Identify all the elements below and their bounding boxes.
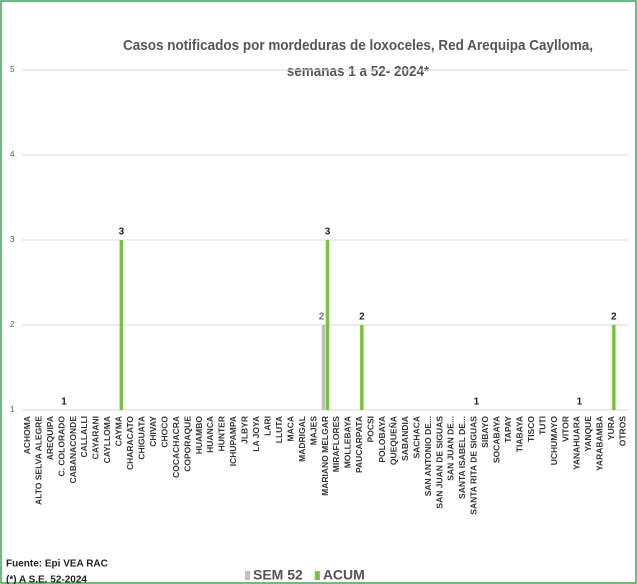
y-tick-label: 1 bbox=[10, 405, 15, 414]
x-tick-label: MARIANO MELGAR bbox=[320, 416, 330, 496]
x-tick-label: JLBYR bbox=[240, 416, 250, 444]
x-tick-label: CAYLLOMA bbox=[102, 416, 112, 463]
x-tick-label: HUAMBO bbox=[194, 416, 204, 455]
x-tick-label: MACA bbox=[285, 416, 295, 442]
x-tick-label: COCACHACRA bbox=[171, 416, 181, 478]
x-tick-label: ALTO SELVA ALEGRE bbox=[33, 416, 43, 505]
x-tick-label: LA JOYA bbox=[251, 416, 261, 452]
x-tick-label: TISCO bbox=[526, 416, 536, 442]
y-tick-label: 4 bbox=[10, 150, 15, 159]
x-tick-label: MADRIGAL bbox=[297, 416, 307, 462]
y-tick-label: 5 bbox=[10, 65, 15, 74]
x-tick-label: CHOCO bbox=[159, 416, 169, 448]
x-tick-label: CHARACATO bbox=[125, 416, 135, 470]
bar bbox=[612, 325, 616, 410]
x-tick-label: SABANDIA bbox=[400, 416, 410, 461]
x-tick-label: CAYARANI bbox=[91, 416, 101, 459]
legend-swatch bbox=[314, 571, 320, 580]
x-tick-label: CHIGUATA bbox=[137, 416, 147, 460]
x-tick-label: PAUCARPATA bbox=[354, 416, 364, 473]
data-label: 1 bbox=[577, 397, 583, 408]
x-tick-label: YANQUE bbox=[583, 416, 593, 452]
legend-label: ACUM bbox=[323, 567, 365, 583]
x-tick-label: SANTA ISABEL DE... bbox=[457, 416, 467, 499]
legend-swatch bbox=[245, 571, 250, 580]
x-tick-label: POCSI bbox=[366, 416, 376, 442]
x-tick-label: SANTA RITA DE SIGUAS bbox=[469, 416, 479, 515]
legend-label: SEM 52 bbox=[253, 567, 303, 583]
x-tick-label: SAN JUAN DE SIGUAS bbox=[434, 416, 444, 509]
x-tick-label: CHIVAY bbox=[148, 416, 158, 447]
x-tick-label: VITOR bbox=[560, 416, 570, 442]
x-tick-label: CALLALLI bbox=[79, 416, 89, 458]
x-tick-label: LARI bbox=[262, 416, 272, 436]
data-label: 2 bbox=[611, 312, 617, 323]
footnote: (*) A S.E. 52-2024 bbox=[6, 575, 87, 584]
x-tick-label: OTROS bbox=[618, 416, 628, 447]
x-tick-label: YARABAMBA bbox=[595, 416, 605, 471]
x-tick-label: SAN ANTONIO DE... bbox=[423, 416, 433, 496]
x-tick-label: COPORAQUE bbox=[182, 416, 192, 472]
x-tick-label: AREQUIPA bbox=[45, 416, 55, 460]
x-tick-label: MAJES bbox=[308, 416, 318, 446]
x-tick-label: CAYMA bbox=[114, 416, 124, 446]
x-tick-label: TIABAYA bbox=[514, 416, 524, 452]
data-label: 1 bbox=[61, 397, 67, 408]
x-tick-label: SIBAYO bbox=[480, 416, 490, 448]
x-tick-label: MIRAFLORES bbox=[331, 416, 341, 473]
x-tick-label: SOCABAYA bbox=[492, 416, 502, 463]
y-tick-label: 2 bbox=[10, 320, 15, 329]
chart-title: semanas 1 a 52- 2024* bbox=[287, 63, 430, 80]
x-tick-label: QUEQUEÑA bbox=[388, 416, 398, 465]
x-tick-label: UCHUMAYO bbox=[549, 416, 559, 466]
x-tick-label: YANAHUARA bbox=[572, 416, 582, 470]
x-tick-label: SACHACA bbox=[411, 416, 421, 459]
x-tick-label: C. COLORADO bbox=[56, 416, 66, 477]
data-label: 3 bbox=[325, 227, 331, 238]
data-label: 2 bbox=[319, 312, 325, 323]
x-tick-label: MOLLEBAYA bbox=[343, 416, 353, 468]
x-tick-label: POLOBAYA bbox=[377, 416, 387, 463]
source-note: Fuente: Epi VEA RAC bbox=[6, 559, 108, 570]
x-tick-label: YURA bbox=[606, 416, 616, 440]
y-tick-label: 3 bbox=[10, 235, 15, 244]
chart-title: Casos notificados por mordeduras de loxo… bbox=[123, 37, 593, 54]
x-tick-label: CABANACONDE bbox=[68, 416, 78, 484]
x-tick-label: HUANCA bbox=[205, 416, 215, 453]
bar bbox=[325, 240, 330, 410]
x-tick-label: LLUTA bbox=[274, 416, 284, 443]
data-label: 3 bbox=[119, 227, 125, 238]
x-tick-label: TUTI bbox=[537, 416, 547, 435]
x-tick-label: ICHUPAMPA bbox=[228, 416, 238, 466]
bar bbox=[321, 325, 326, 410]
data-label: 1 bbox=[474, 397, 480, 408]
x-tick-label: TAPAY bbox=[503, 416, 513, 443]
data-label: 2 bbox=[359, 312, 365, 323]
x-tick-label: HUNTER bbox=[217, 416, 227, 451]
bar bbox=[360, 325, 364, 410]
bar bbox=[119, 240, 124, 410]
x-tick-label: ACHOMA bbox=[22, 416, 32, 454]
x-tick-label: SAN JUAN DE... bbox=[446, 416, 456, 481]
